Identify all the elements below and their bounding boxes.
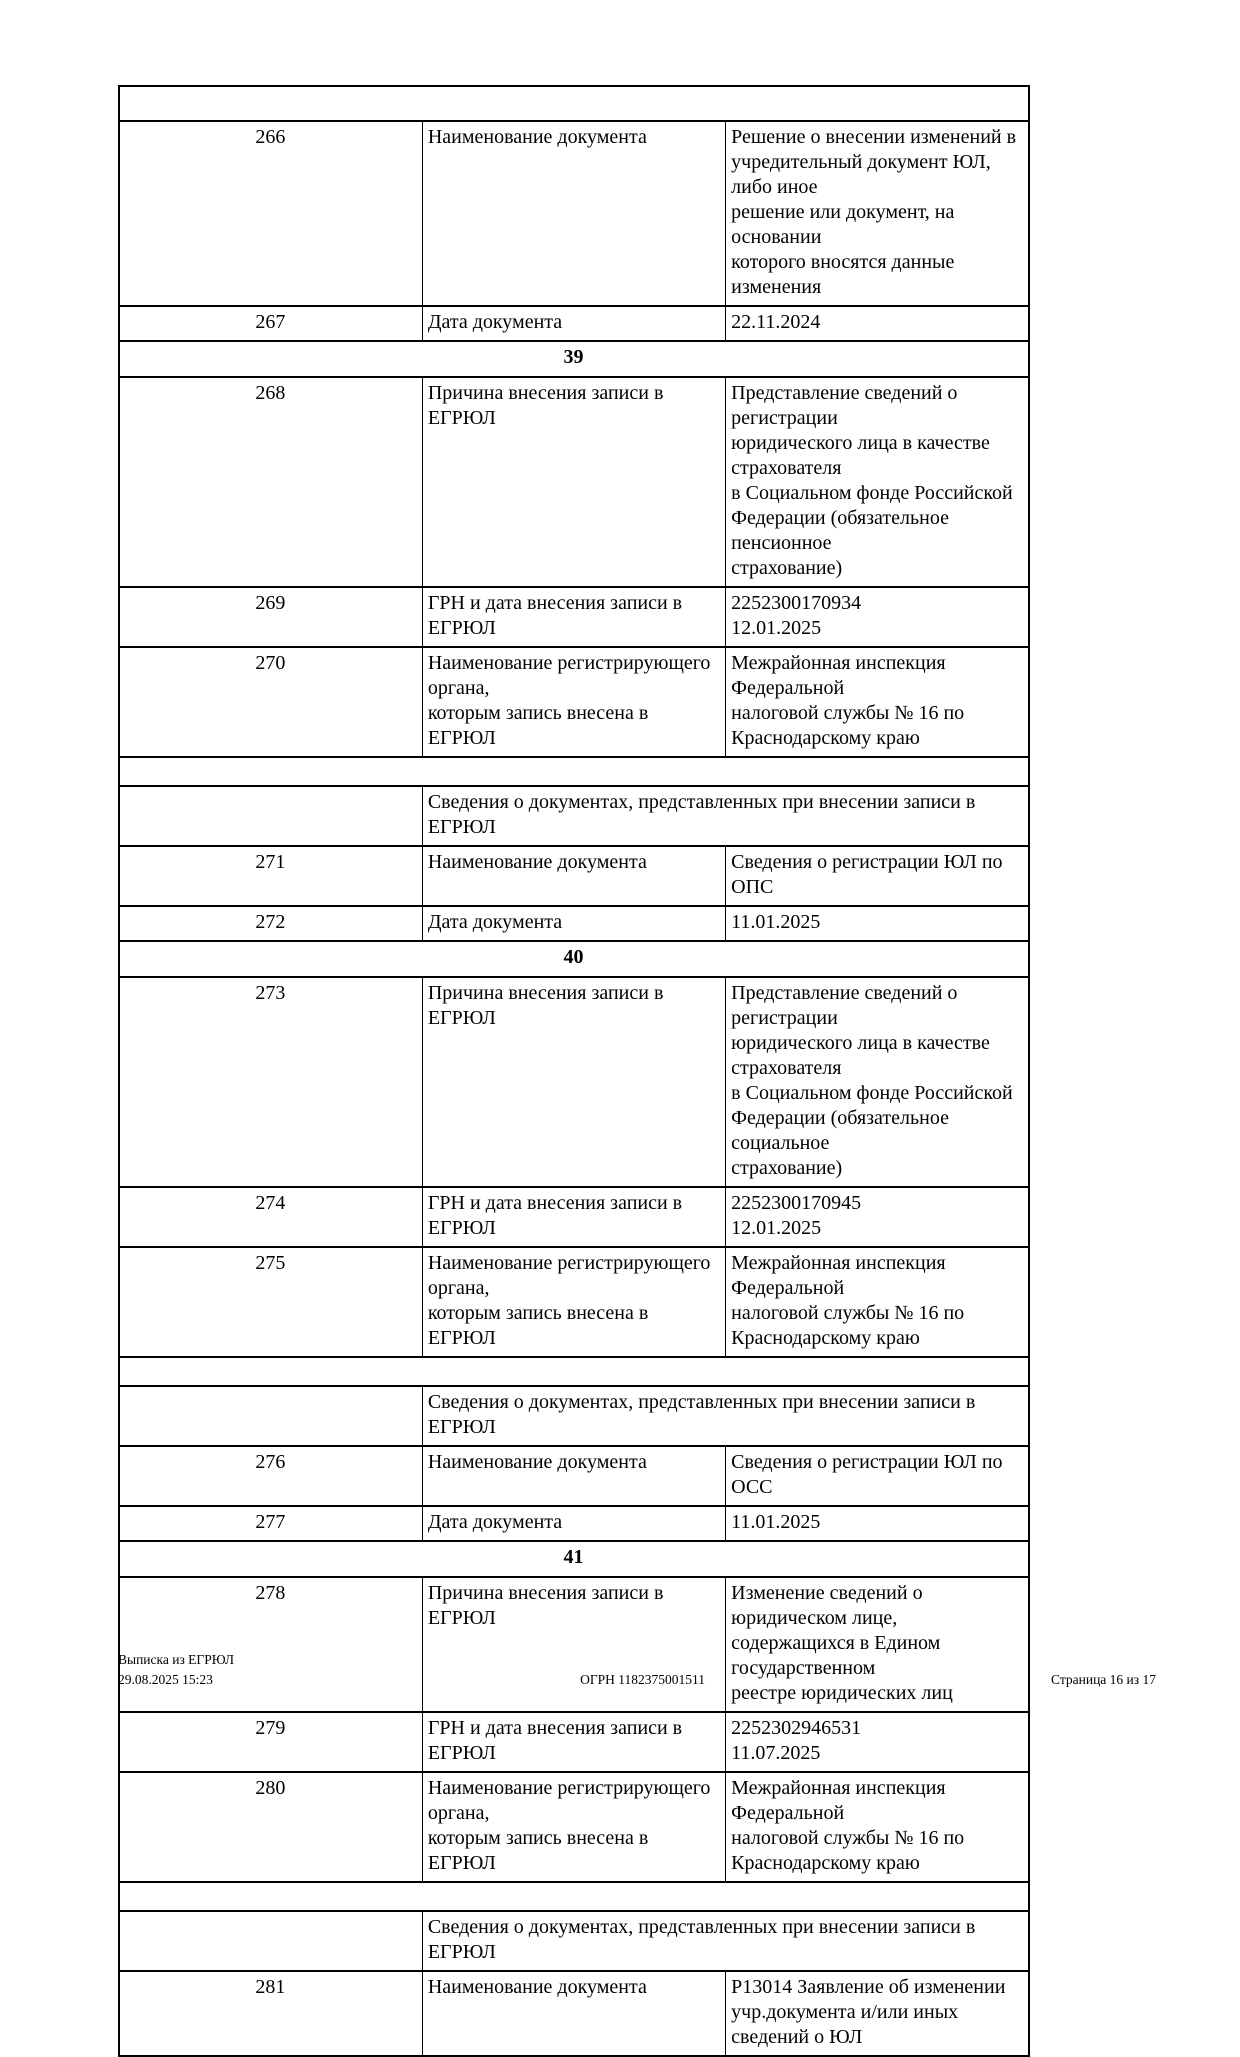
- field-label: Причина внесения записи в ЕГРЮЛ: [421, 376, 727, 588]
- egrul-extract-page: { "table": { "docs_header_label": "Сведе…: [118, 85, 1156, 2057]
- row-number: 270: [118, 646, 423, 758]
- field-label: Наименование регистрирующего органа, кот…: [421, 646, 727, 758]
- field-value: 22.11.2024: [725, 305, 1030, 342]
- row-number: 271: [118, 845, 423, 907]
- table-row: 272 Дата документа 11.01.2025: [118, 905, 1030, 942]
- row-number: 274: [118, 1186, 423, 1248]
- section-row: 40: [118, 940, 1030, 978]
- row-number: 273: [118, 976, 423, 1188]
- field-label: ГРН и дата внесения записи в ЕГРЮЛ: [421, 1711, 727, 1773]
- docs-header-row: Сведения о документах, представленных пр…: [118, 1385, 1030, 1447]
- field-label: ГРН и дата внесения записи в ЕГРЮЛ: [421, 1186, 727, 1248]
- row-number: 269: [118, 586, 423, 648]
- table-row: 274 ГРН и дата внесения записи в ЕГРЮЛ 225…: [118, 1186, 1030, 1248]
- row-number: 276: [118, 1445, 423, 1507]
- table-row: 280 Наименование регистрирующего органа, …: [118, 1771, 1030, 1883]
- spacer-row: [118, 1356, 1030, 1387]
- row-number: 277: [118, 1505, 423, 1542]
- section-row: 39: [118, 340, 1030, 378]
- footer-extract-title: Выписка из ЕГРЮЛ: [118, 1652, 235, 1667]
- field-label: Дата документа: [421, 1505, 727, 1542]
- row-number: 278: [118, 1576, 423, 1713]
- field-label: Наименование документа: [421, 1970, 727, 2057]
- field-value: Изменение сведений о юридическом лице, с…: [725, 1576, 1030, 1713]
- field-label: Наименование документа: [421, 1445, 727, 1507]
- row-number: 279: [118, 1711, 423, 1773]
- egrul-table-body: 266 Наименование документа Решение о внесе…: [118, 85, 1030, 2057]
- table-row: 268 Причина внесения записи в ЕГРЮЛ Предст…: [118, 376, 1030, 588]
- docs-header-label: Сведения о документах, представленных пр…: [421, 1910, 1030, 1972]
- field-value: Межрайонная инспекция Федеральной налого…: [725, 1246, 1030, 1358]
- field-value: Представление сведений о регистрации юри…: [725, 976, 1030, 1188]
- docs-header-label: Сведения о документах, представленных пр…: [421, 1385, 1030, 1447]
- spacer-row: [118, 1881, 1030, 1912]
- row-number: 280: [118, 1771, 423, 1883]
- egrul-records-table: 266 Наименование документа Решение о внесе…: [118, 85, 1030, 2057]
- table-row: 275 Наименование регистрирующего органа, …: [118, 1246, 1030, 1358]
- table-row: 266 Наименование документа Решение о внесе…: [118, 120, 1030, 307]
- field-label: Наименование документа: [421, 120, 727, 307]
- row-number-empty: [118, 785, 423, 847]
- table-row: 281 Наименование документа Р13014 Заявлени…: [118, 1970, 1030, 2057]
- field-label: Причина внесения записи в ЕГРЮЛ: [421, 976, 727, 1188]
- table-row: 278 Причина внесения записи в ЕГРЮЛ Измене…: [118, 1576, 1030, 1713]
- field-label: Дата документа: [421, 305, 727, 342]
- field-value: Межрайонная инспекция Федеральной налого…: [725, 646, 1030, 758]
- row-number-empty: [118, 1385, 423, 1447]
- row-number: 268: [118, 376, 423, 588]
- row-number: 281: [118, 1970, 423, 2057]
- footer-extract-info: Выписка из ЕГРЮЛ 29.08.2025 15:23: [118, 1650, 234, 1689]
- docs-header-row: Сведения о документах, представленных пр…: [118, 785, 1030, 847]
- field-label: Наименование документа: [421, 845, 727, 907]
- section-number: 41: [118, 1540, 1030, 1578]
- field-value: Сведения о регистрации ЮЛ по ОСС: [725, 1445, 1030, 1507]
- spacer-cell: [118, 85, 1030, 122]
- table-row: 279 ГРН и дата внесения записи в ЕГРЮЛ 225…: [118, 1711, 1030, 1773]
- spacer-cell: [118, 1356, 1030, 1387]
- field-label: Наименование регистрирующего органа, кот…: [421, 1246, 727, 1358]
- field-value: Решение о внесении изменений в учредител…: [725, 120, 1030, 307]
- field-value: Межрайонная инспекция Федеральной налого…: [725, 1771, 1030, 1883]
- spacer-row: [118, 756, 1030, 787]
- field-label: Дата документа: [421, 905, 727, 942]
- field-value: Р13014 Заявление об изменении учр.докуме…: [725, 1970, 1030, 2057]
- section-number: 40: [118, 940, 1030, 978]
- field-value: 11.01.2025: [725, 1505, 1030, 1542]
- section-row: 41: [118, 1540, 1030, 1578]
- docs-header-label: Сведения о документах, представленных пр…: [421, 785, 1030, 847]
- spacer-cell: [118, 756, 1030, 787]
- footer-extract-datetime: 29.08.2025 15:23: [118, 1671, 213, 1687]
- table-row: 267 Дата документа 22.11.2024: [118, 305, 1030, 342]
- field-value: 11.01.2025: [725, 905, 1030, 942]
- field-value: Представление сведений о регистрации юри…: [725, 376, 1030, 588]
- row-number: 275: [118, 1246, 423, 1358]
- field-label: Причина внесения записи в ЕГРЮЛ: [421, 1576, 727, 1713]
- field-label: Наименование регистрирующего органа, кот…: [421, 1771, 727, 1883]
- section-number: 39: [118, 340, 1030, 378]
- page-footer: Выписка из ЕГРЮЛ 29.08.2025 15:23 ОГРН 1…: [118, 1650, 1156, 1689]
- field-value: 2252300170945 12.01.2025: [725, 1186, 1030, 1248]
- row-number: 272: [118, 905, 423, 942]
- footer-page-number: Страница 16 из 17: [1051, 1671, 1156, 1687]
- row-number: 267: [118, 305, 423, 342]
- table-row: 276 Наименование документа Сведения о реги…: [118, 1445, 1030, 1507]
- table-row: 271 Наименование документа Сведения о реги…: [118, 845, 1030, 907]
- field-value: 2252300170934 12.01.2025: [725, 586, 1030, 648]
- table-row: 270 Наименование регистрирующего органа, …: [118, 646, 1030, 758]
- field-value: 2252302946531 11.07.2025: [725, 1711, 1030, 1773]
- row-number: 266: [118, 120, 423, 307]
- footer-ogrn: ОГРН 1182375001511: [580, 1671, 706, 1687]
- table-row: 273 Причина внесения записи в ЕГРЮЛ Предст…: [118, 976, 1030, 1188]
- spacer-cell: [118, 1881, 1030, 1912]
- row-number-empty: [118, 1910, 423, 1972]
- table-row: 269 ГРН и дата внесения записи в ЕГРЮЛ 225…: [118, 586, 1030, 648]
- field-value: Сведения о регистрации ЮЛ по ОПС: [725, 845, 1030, 907]
- table-row: 277 Дата документа 11.01.2025: [118, 1505, 1030, 1542]
- field-label: ГРН и дата внесения записи в ЕГРЮЛ: [421, 586, 727, 648]
- spacer-row: [118, 85, 1030, 122]
- docs-header-row: Сведения о документах, представленных пр…: [118, 1910, 1030, 1972]
